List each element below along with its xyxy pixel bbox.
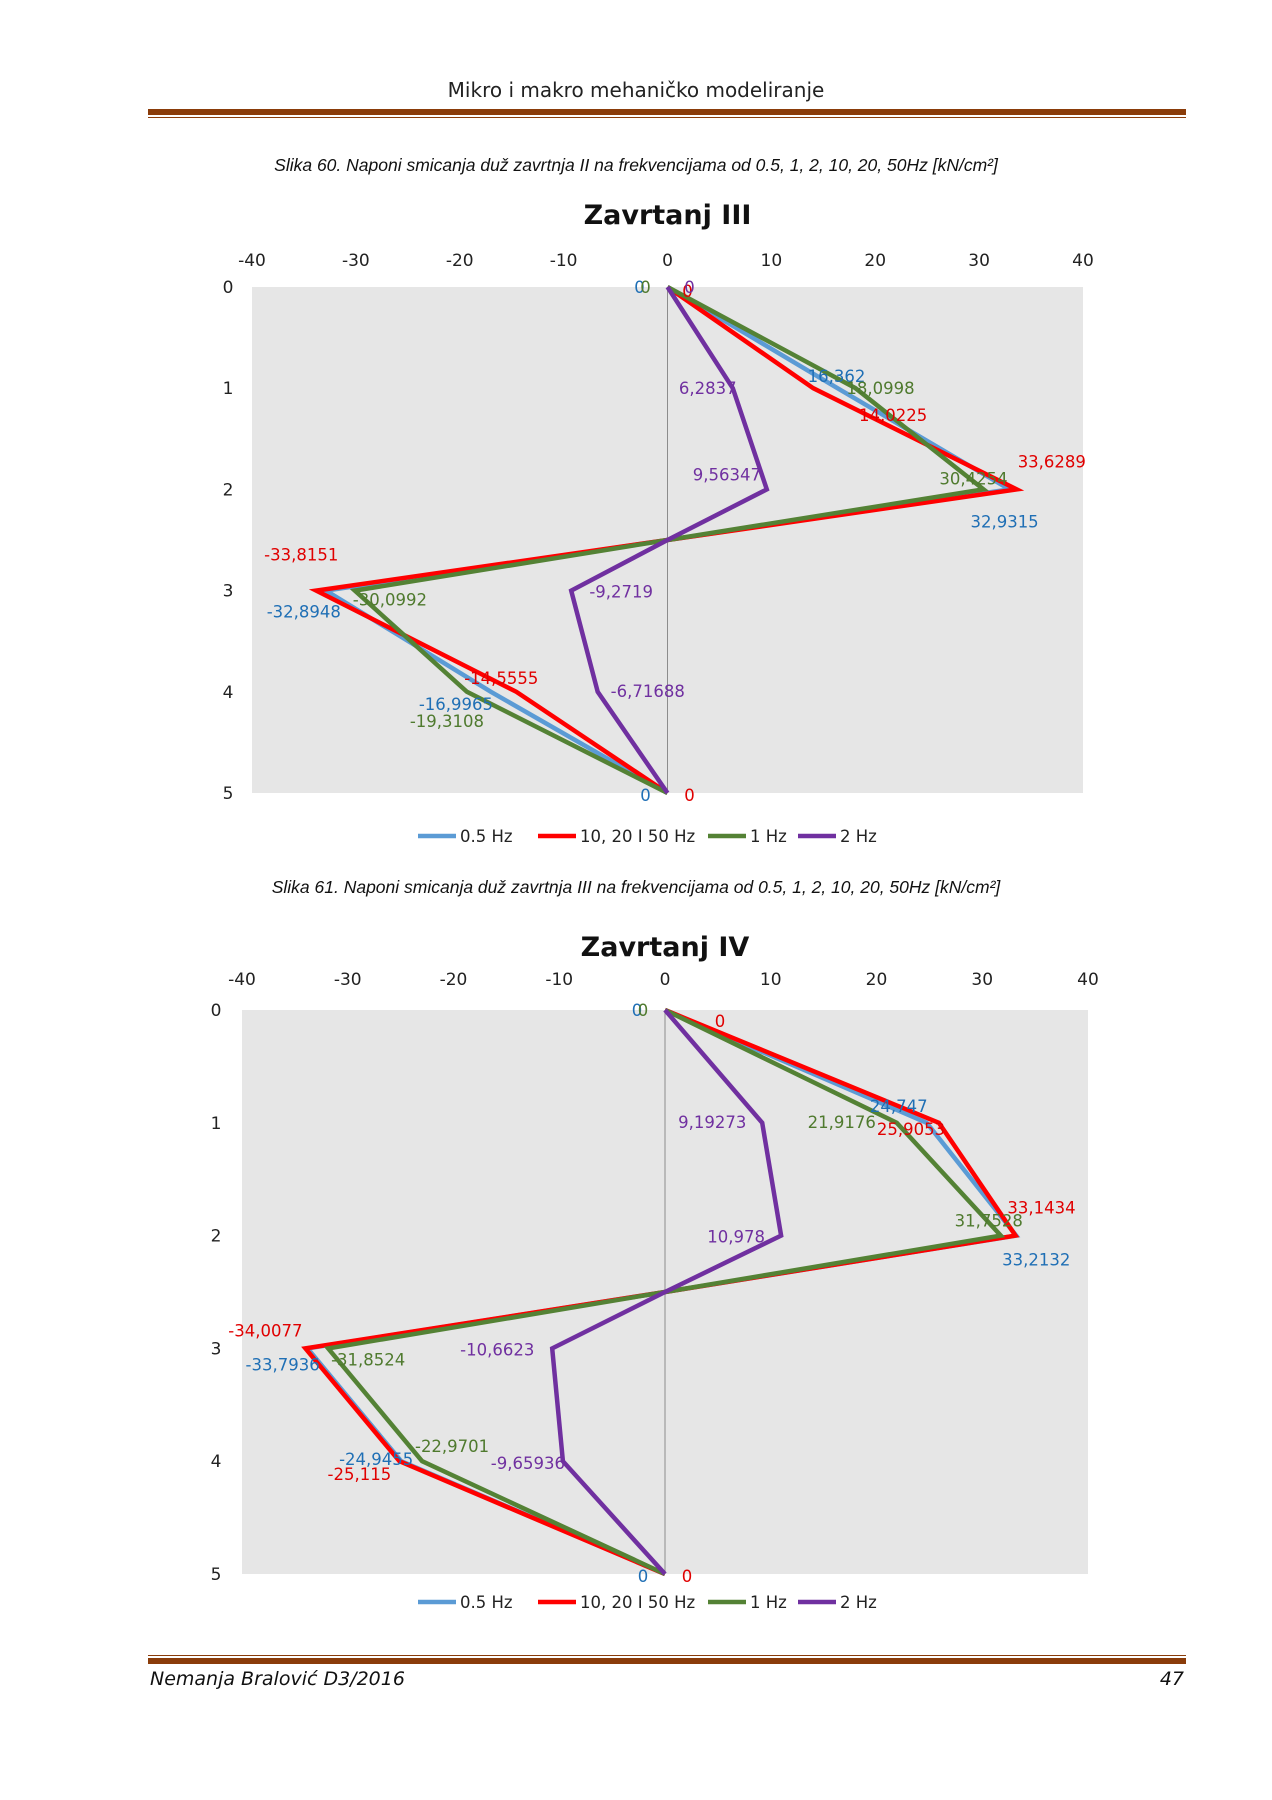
x-tick-label: -40 (228, 970, 256, 990)
y-tick-label: 3 (223, 582, 234, 602)
x-tick-label: 10 (760, 970, 782, 990)
legend-label: 10, 20 I 50 Hz (580, 1593, 695, 1612)
legend-label: 1 Hz (750, 1593, 787, 1612)
x-tick-label: 0 (660, 970, 671, 990)
chart-zavrtanj-iv-svg: Zavrtanj IV -40 -30 -20 -10 0 10 20 30 40 0 1 2 3 4 5 0 2… (211, 932, 1099, 1612)
data-label: 0 (640, 786, 651, 805)
data-label: -31,8524 (331, 1350, 405, 1369)
data-label: 33,2132 (1002, 1251, 1070, 1270)
data-label: 33,1434 (1007, 1199, 1075, 1218)
data-label: 10,978 (707, 1228, 765, 1247)
data-label: 21,9176 (808, 1113, 876, 1132)
y-tick-label: 2 (223, 480, 234, 500)
y-tick-label: 3 (211, 1339, 222, 1359)
series-line-3 (549, 1008, 784, 1576)
data-label: 24,747 (870, 1097, 928, 1116)
data-label: 0 (638, 1001, 649, 1020)
data-label: -9,65936 (491, 1454, 565, 1473)
data-label: -32,8948 (267, 603, 341, 622)
header-title: Mikro i makro mehaničko modeliranje (447, 78, 825, 102)
data-label: 0 (682, 1567, 693, 1586)
data-label: 32,9315 (970, 512, 1038, 531)
x-tick-label: -20 (440, 970, 468, 990)
data-label: 31,7528 (955, 1212, 1023, 1231)
y-tick-label: 5 (223, 784, 234, 804)
data-label: 0 (715, 1012, 726, 1031)
y-tick-label: 5 (211, 1565, 222, 1585)
legend-label: 2 Hz (840, 827, 877, 846)
data-label: 0 (634, 278, 645, 297)
data-label: 33,6289 (1018, 452, 1086, 471)
data-label: 6,2837 (679, 379, 737, 398)
footer-author: Nemanja Bralović D3/2016 (150, 1668, 405, 1690)
data-label: 16,362 (808, 367, 866, 386)
chart-title: Zavrtanj III (584, 200, 752, 231)
data-label: -30,0992 (353, 591, 427, 610)
x-tick-label: -20 (446, 251, 474, 271)
x-tick-label: -30 (342, 251, 370, 271)
chart-zavrtanj-iv: Zavrtanj IV -40 -30 -20 -10 0 10 20 30 40 0 1 2 3 4 5 0 2… (0, 930, 1272, 1630)
footer-rule (148, 1655, 1186, 1664)
legend-label: 0.5 Hz (460, 1593, 513, 1612)
data-label: 18,0998 (846, 379, 914, 398)
data-label: 0 (682, 282, 693, 301)
data-label: -10,6623 (460, 1340, 534, 1359)
x-tick-label: -10 (545, 970, 573, 990)
data-label: 0 (684, 786, 695, 805)
x-tick-label: 30 (971, 970, 993, 990)
header-rule (148, 109, 1186, 118)
legend-label: 10, 20 I 50 Hz (580, 827, 695, 846)
y-tick-label: 2 (211, 1227, 222, 1247)
y-tick-label: 0 (211, 1001, 222, 1021)
y-tick-label: 1 (211, 1114, 222, 1134)
legend-label: 1 Hz (750, 827, 787, 846)
caption-fig60: Slika 60. Naponi smicanja duž zavrtnja I… (274, 155, 998, 175)
y-tick-label: 4 (223, 683, 234, 703)
data-label: -6,71688 (611, 682, 685, 701)
data-label: -24,9455 (339, 1450, 413, 1469)
data-label: 30,4254 (939, 469, 1007, 488)
data-label: -16,9965 (419, 695, 493, 714)
x-tick-label: 30 (968, 251, 990, 271)
data-label: -34,0077 (228, 1321, 302, 1340)
y-tick-label: 1 (223, 379, 234, 399)
data-label: 25,9053 (877, 1120, 945, 1139)
chart-zavrtanj-iii: Zavrtanj III -40 -30 -20 -10 0 10 20 30 40 0 1 2 3 4 5 0… (0, 190, 1272, 860)
legend-label: 0.5 Hz (460, 827, 513, 846)
data-label: 0 (632, 1001, 643, 1020)
data-label: -25,115 (328, 1465, 392, 1484)
data-label: 14,0225 (859, 406, 927, 425)
x-tick-label: -30 (334, 970, 362, 990)
series-line-3 (568, 285, 770, 795)
y-tick-label: 4 (211, 1452, 222, 1472)
x-tick-label: 20 (864, 251, 886, 271)
caption-fig61: Slika 61. Naponi smicanja duž zavrtnja I… (271, 877, 1001, 897)
data-label: -22,9701 (415, 1437, 489, 1456)
x-tick-label: 40 (1072, 251, 1094, 271)
x-tick-label: 0 (662, 251, 673, 271)
data-label: -9,2719 (589, 583, 653, 602)
x-tick-label: 40 (1077, 970, 1099, 990)
data-label: 0 (640, 278, 651, 297)
data-label: 9,56347 (693, 465, 761, 484)
data-label: -33,7936 (246, 1355, 320, 1374)
chart-zavrtanj-iii-svg: Zavrtanj III -40 -30 -20 -10 0 10 20 30 40 0 1 2 3 4 5 0… (223, 200, 1094, 846)
page-number: 47 (1159, 1668, 1184, 1690)
data-label: -14,5555 (464, 669, 538, 688)
y-tick-label: 0 (223, 278, 234, 298)
data-label: 0 (684, 278, 695, 297)
data-label: 9,19273 (678, 1113, 746, 1132)
x-tick-label: 10 (761, 251, 783, 271)
chart-title: Zavrtanj IV (581, 932, 750, 963)
x-tick-label: -10 (550, 251, 578, 271)
data-label: -19,3108 (410, 712, 484, 731)
data-label: -33,8151 (264, 546, 338, 565)
data-label: 0 (638, 1567, 649, 1586)
legend-label: 2 Hz (840, 1593, 877, 1612)
x-tick-label: -40 (238, 251, 266, 271)
x-tick-label: 20 (866, 970, 888, 990)
